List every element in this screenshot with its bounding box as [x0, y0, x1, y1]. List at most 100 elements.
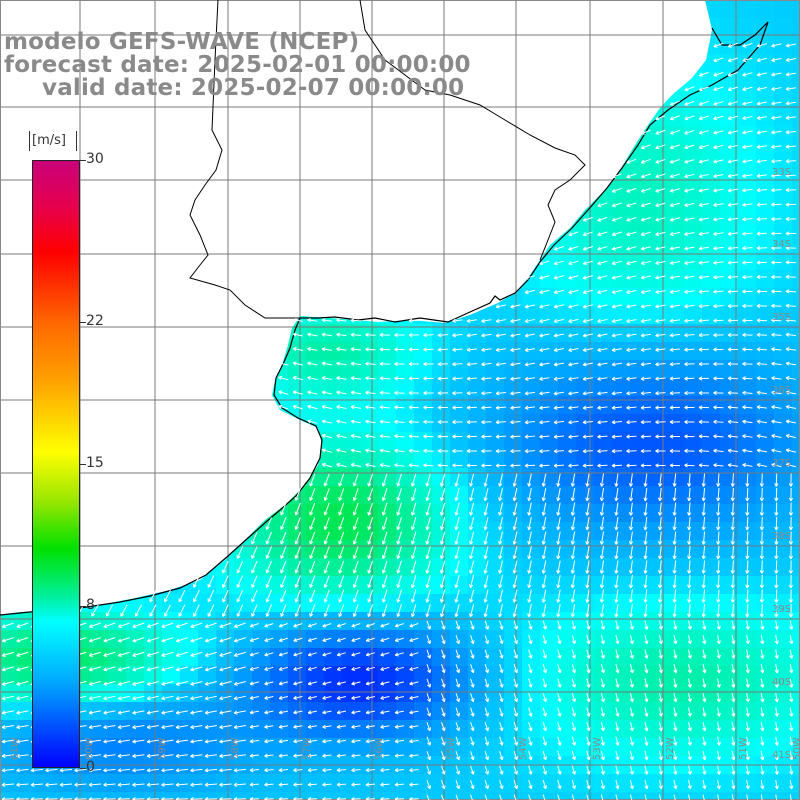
speed-cell: [792, 450, 800, 468]
speed-cell: [702, 720, 720, 738]
speed-cell: [288, 540, 306, 558]
speed-cell: [792, 378, 800, 396]
speed-cell: [324, 522, 342, 540]
speed-cell: [630, 576, 648, 594]
speed-cell: [612, 270, 630, 288]
speed-cell: [144, 774, 162, 792]
speed-cell: [684, 414, 702, 432]
speed-cell: [756, 144, 774, 162]
wind-arrow: [713, 101, 724, 106]
lon-label: 59W: [157, 737, 168, 760]
wind-arrow: [785, 144, 797, 149]
speed-cell: [720, 0, 738, 18]
speed-cell: [792, 360, 800, 378]
speed-cell: [630, 450, 648, 468]
speed-cell: [360, 540, 378, 558]
lon-label: 54W: [518, 737, 529, 760]
speed-cell: [792, 54, 800, 72]
speed-cell: [468, 342, 486, 360]
speed-cell: [792, 180, 800, 198]
speed-cell: [648, 270, 666, 288]
speed-cell: [738, 72, 756, 90]
speed-cell: [378, 774, 396, 792]
speed-cell: [666, 792, 684, 800]
speed-cell: [306, 720, 324, 738]
wind-arrow: [713, 231, 724, 236]
speed-cell: [540, 414, 558, 432]
wind-arrow: [626, 275, 637, 280]
speed-cell: [270, 738, 288, 756]
speed-cell: [270, 648, 288, 666]
wind-arrow: [742, 159, 753, 164]
speed-cell: [774, 648, 792, 666]
wind-arrow: [655, 158, 666, 164]
speed-cell: [288, 648, 306, 666]
speed-cell: [360, 450, 378, 468]
speed-cell: [612, 666, 630, 684]
wind-arrow: [698, 231, 710, 236]
speed-cell: [324, 342, 342, 360]
speed-cell: [774, 108, 792, 126]
speed-cell: [738, 162, 756, 180]
speed-cell: [306, 504, 324, 522]
speed-cell: [288, 738, 306, 756]
speed-cell: [792, 396, 800, 414]
speed-cell: [306, 558, 324, 576]
speed-cell: [414, 630, 432, 648]
speed-cell: [756, 342, 774, 360]
wind-arrow: [626, 260, 637, 266]
speed-cell: [756, 378, 774, 396]
wind-arrow: [640, 260, 651, 266]
speed-cell: [702, 126, 720, 144]
speed-cell: [378, 360, 396, 378]
speed-cell: [666, 324, 684, 342]
wind-arrow: [771, 86, 782, 91]
speed-cell: [180, 774, 198, 792]
speed-cell: [540, 594, 558, 612]
colorbar-unit: [m/s]: [32, 133, 66, 148]
speed-cell: [198, 648, 216, 666]
speed-cell: [468, 720, 486, 738]
speed-cell: [162, 792, 180, 800]
speed-cell: [342, 702, 360, 720]
speed-cell: [630, 558, 648, 576]
speed-cell: [612, 378, 630, 396]
speed-cell: [720, 72, 738, 90]
speed-cell: [18, 720, 36, 738]
speed-cell: [216, 792, 234, 800]
speed-cell: [486, 378, 504, 396]
speed-cell: [738, 18, 756, 36]
speed-cell: [414, 522, 432, 540]
speed-cell: [324, 540, 342, 558]
speed-cell: [774, 360, 792, 378]
wind-arrow: [785, 43, 796, 48]
wind-arrow: [597, 231, 608, 237]
speed-cell: [144, 594, 162, 612]
speed-cell: [540, 648, 558, 666]
speed-cell: [468, 738, 486, 756]
speed-cell: [198, 720, 216, 738]
speed-cell: [738, 450, 756, 468]
speed-cell: [378, 396, 396, 414]
speed-cell: [270, 774, 288, 792]
speed-cell: [198, 792, 216, 800]
wind-arrow: [771, 260, 782, 265]
speed-cell: [126, 612, 144, 630]
speed-cell: [522, 684, 540, 702]
wind-arrow: [756, 43, 767, 48]
speed-cell: [468, 450, 486, 468]
wind-arrow: [756, 173, 768, 178]
speed-cell: [540, 432, 558, 450]
wind-arrow: [756, 72, 767, 77]
speed-cell: [468, 414, 486, 432]
speed-cell: [630, 234, 648, 252]
speed-cell: [702, 774, 720, 792]
speed-cell: [792, 162, 800, 180]
speed-cell: [324, 792, 342, 800]
speed-cell: [684, 504, 702, 522]
speed-cell: [342, 378, 360, 396]
speed-cell: [738, 324, 756, 342]
speed-cell: [432, 540, 450, 558]
speed-cell: [720, 432, 738, 450]
speed-cell: [414, 450, 432, 468]
